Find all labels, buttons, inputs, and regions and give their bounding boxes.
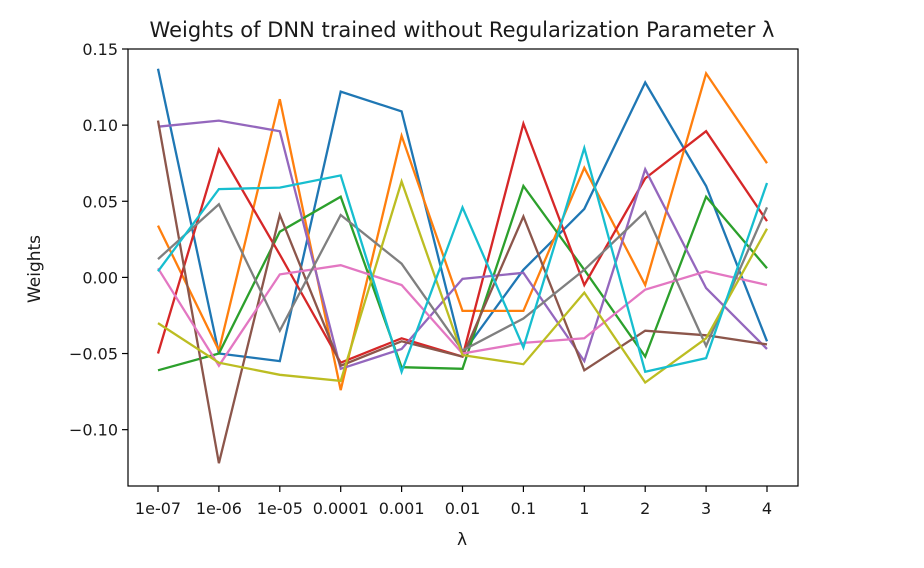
series-layer: [156, 68, 769, 464]
series-line-8: [157, 177, 769, 385]
axes-layer: 1e-07 1e-06 1e-05 0.0001 0.001 0.01 0.1 1 2 3 4 −0.…: [69, 40, 799, 518]
x-tick-label: 0.01: [445, 499, 481, 518]
y-tick-label: 0.15: [82, 40, 118, 59]
y-tick-label: 0.05: [82, 192, 118, 211]
series-line-5: [156, 120, 768, 464]
series-line-1: [156, 70, 768, 391]
y-tick-label: −0.05: [69, 345, 118, 364]
y-axis-label: Weights: [25, 235, 45, 303]
x-tick-label: 0.001: [379, 499, 425, 518]
series-line-2: [157, 183, 768, 372]
x-tick-label: 1e-06: [196, 499, 242, 518]
y-tick-label: −0.10: [69, 421, 118, 440]
x-tick-label: 3: [701, 499, 711, 518]
chart-title: Weights of DNN trained without Regulariz…: [150, 18, 775, 42]
series-line-3: [156, 119, 768, 365]
series-line-7: [157, 202, 769, 352]
x-axis-label: λ: [457, 530, 467, 550]
x-tick-label: 1e-05: [257, 499, 303, 518]
x-tick-label: 0.0001: [313, 499, 369, 518]
series-line-0: [156, 68, 769, 363]
x-tick-label: 1e-07: [135, 499, 181, 518]
series-line-9: [157, 143, 769, 376]
x-tick-label: 2: [640, 499, 650, 518]
y-tick-label: 0.00: [82, 268, 118, 287]
x-tick-label: 1: [579, 499, 589, 518]
series-line-4: [157, 119, 768, 371]
x-tick-label: 4: [762, 499, 772, 518]
x-tick-label: 0.1: [511, 499, 536, 518]
y-tick-label: 0.10: [82, 116, 118, 135]
